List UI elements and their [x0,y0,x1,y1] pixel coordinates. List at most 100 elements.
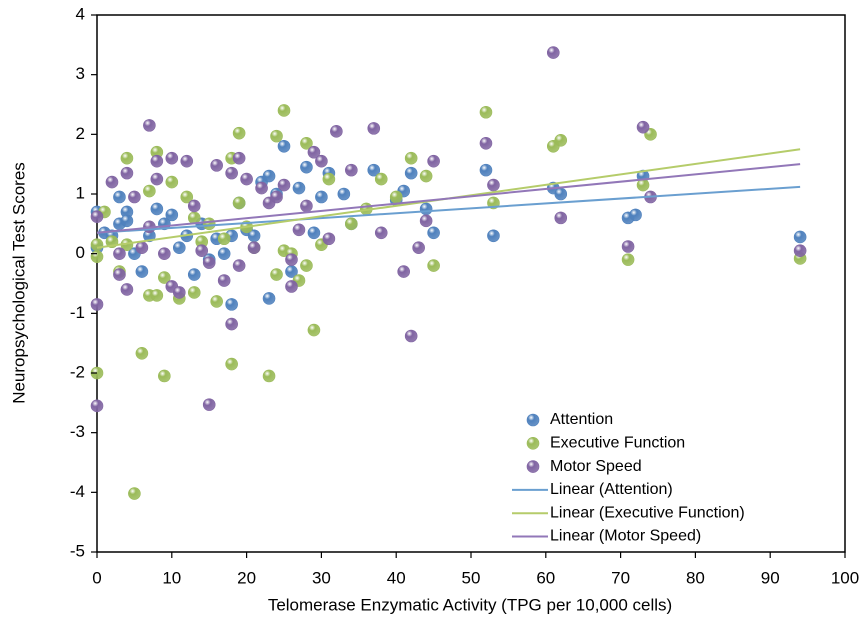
scatter-point [210,159,223,172]
scatter-point [262,169,276,183]
scatter-point [546,46,560,59]
scatter-point [202,256,216,269]
scatter-point [404,329,418,343]
scatter-point [292,223,306,237]
legend-marker [526,460,540,473]
scatter-point [247,241,261,254]
x-tick-label: 10 [162,568,181,587]
scatter-point [150,202,164,216]
scatter-point [404,166,418,180]
scatter-point [285,253,298,266]
y-tick-label: 4 [76,4,85,23]
scatter-point [300,136,313,150]
scatter-point [374,226,388,240]
y-tick-label: 0 [76,243,85,262]
scatter-point [225,317,238,331]
scatter-point [165,151,179,165]
scatter-point [270,129,283,143]
scatter-point [487,178,500,192]
y-tick-label: 2 [76,124,85,143]
scatter-point [180,190,194,204]
scatter-point [172,286,186,299]
scatter-point [128,487,141,500]
scatter-point [330,125,343,138]
scatter-point [554,134,568,147]
legend-label: Linear (Executive Function) [550,504,745,521]
y-axis-title: Neuropsychological Test Scores [9,162,28,404]
scatter-point [150,172,164,186]
scatter-point [90,399,104,413]
scatter-point [135,347,149,360]
scatter-point [345,163,358,177]
scatter-point [217,247,231,260]
scatter-point [315,190,328,204]
scatter-point [135,265,149,278]
scatter-point [165,175,179,189]
scatter-point [187,286,201,299]
scatter-point [225,298,238,311]
scatter-point [300,160,313,174]
scatter-point [427,154,440,168]
x-tick-label: 40 [387,568,406,587]
scatter-point [479,163,493,177]
scatter-point [345,217,358,231]
scatter-point [158,247,171,260]
scatter-point [120,283,134,296]
scatter-point [389,190,403,204]
scatter-point [419,202,433,216]
scatter-point [255,181,268,195]
x-tick-label: 60 [536,568,555,587]
scatter-point [180,154,194,168]
scatter-point [240,172,253,186]
scatter-point [158,369,171,383]
scatter-point [307,145,321,159]
legend-label: Motor Speed [550,458,642,475]
scatter-point [120,151,134,165]
scatter-point [113,247,126,260]
scatter-point [120,214,134,228]
scatter-point [479,105,493,119]
scatter-point [270,190,283,204]
scatter-point [270,268,283,281]
legend-label: Linear (Motor Speed) [550,528,701,545]
scatter-point [621,240,635,253]
scatter-point [427,259,440,272]
scatter-point [419,214,433,228]
scatter-point [412,241,425,254]
x-axis-title: Telomerase Enzymatic Activity (TPG per 1… [268,595,672,614]
scatter-point [143,119,156,132]
scatter-point [90,298,104,311]
scatter-point [285,280,298,293]
scatter-point [217,274,231,287]
x-tick-label: 100 [831,568,859,587]
scatter-point [225,166,238,180]
trend-line [96,185,801,234]
scatter-point [315,154,328,168]
y-tick-label: 3 [76,64,85,83]
scatter-point [172,241,186,254]
legend: Attention Executive Function Motor Speed Li… [512,411,745,545]
scatter-point [262,369,276,383]
legend-label: Linear (Attention) [550,481,673,498]
scatter-point [120,166,134,180]
x-tick-label: 30 [312,568,331,587]
scatter-point [374,172,388,186]
scatter-point [554,211,568,225]
y-tick-label: -1 [70,303,85,322]
scatter-point [158,271,171,284]
legend-label: Executive Function [550,435,685,452]
scatter-point [367,163,381,177]
trend-line [96,163,801,234]
scatter-point [90,238,104,252]
y-tick-label: -2 [70,362,85,381]
x-tick-label: 50 [462,568,481,587]
scatter-point [232,259,246,272]
scatter-point [135,241,149,254]
scatter-point [262,292,276,305]
x-tick-label: 80 [686,568,705,587]
x-tick-label: 90 [761,568,780,587]
y-tick-label: -3 [70,422,85,441]
x-tick-label: 70 [611,568,630,587]
x-tick-label: 20 [237,568,256,587]
scatter-point [90,250,104,263]
